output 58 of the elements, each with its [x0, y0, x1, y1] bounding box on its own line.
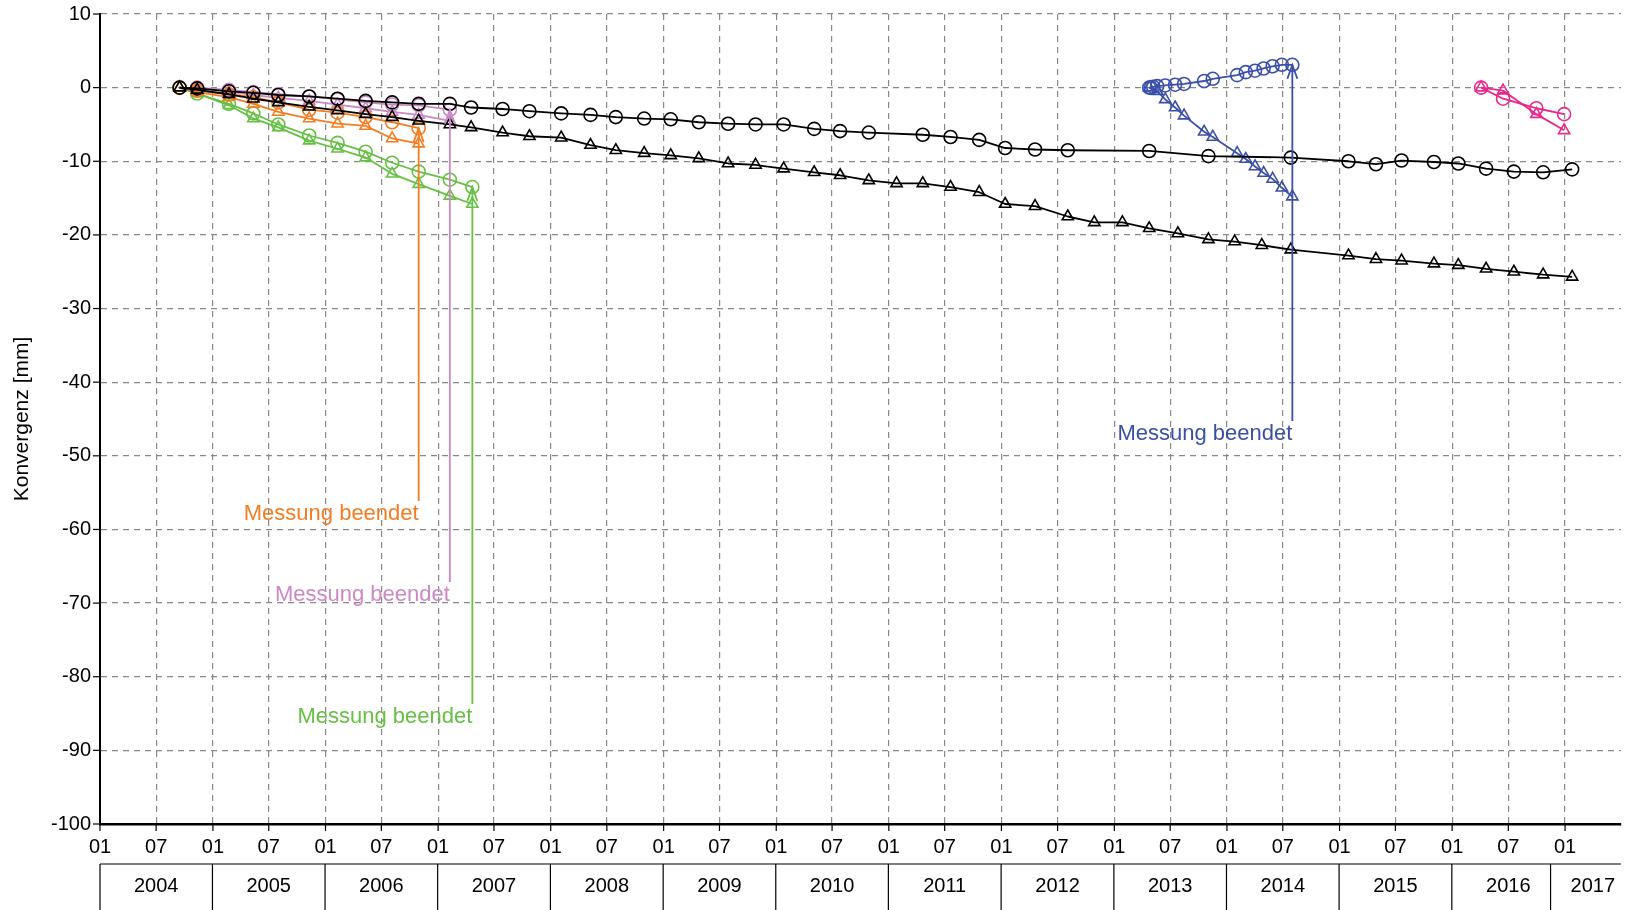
x-tick-label: 01	[1441, 834, 1464, 857]
x-tick-label: 07	[820, 834, 844, 857]
x-tick-label: 07	[257, 834, 280, 857]
x2-tick-label: 2014	[1260, 873, 1306, 896]
x-tick-label: 07	[370, 834, 393, 857]
x-tick-label: 07	[1159, 834, 1182, 857]
x2-tick-label: 2017	[1570, 873, 1616, 896]
x-tick-label: 01	[652, 834, 675, 857]
x-tick-label: 01	[1328, 834, 1351, 857]
x2-tick-label: 2007	[471, 873, 517, 896]
x-tick-label: 01	[1215, 834, 1239, 857]
y-tick-label: -90	[62, 737, 91, 760]
y-tick-label: -80	[62, 664, 91, 687]
x-tick-label: 07	[595, 834, 618, 857]
x-tick-label: 01	[201, 834, 225, 857]
x-tick-label: 07	[933, 834, 956, 857]
x-tick-label: 07	[708, 834, 731, 857]
y-tick-label: 10	[68, 1, 91, 24]
y-tick-label: -20	[62, 222, 91, 245]
x2-tick-label: 2012	[1035, 873, 1080, 896]
x-tick-label: 01	[1103, 834, 1126, 857]
x2-tick-label: 2010	[809, 873, 855, 896]
y-tick-label: -10	[62, 148, 91, 171]
x2-tick-label: 2005	[246, 873, 291, 896]
y-tick-label: -70	[62, 590, 91, 613]
annotation: Messung beendet	[1117, 420, 1293, 446]
x-tick-label: 07	[1384, 834, 1407, 857]
x-tick-label: 07	[1497, 834, 1520, 857]
annotation: Messung beendet	[297, 703, 473, 729]
y-tick-label: -100	[50, 811, 91, 834]
x-tick-label: 01	[1553, 834, 1577, 857]
annotation: Messung beendet	[274, 581, 450, 607]
x2-tick-label: 2016	[1486, 873, 1531, 896]
y-tick-label: -60	[62, 516, 91, 539]
y-axis-title: Konvergenz [mm]	[8, 336, 32, 502]
x2-tick-label: 2009	[697, 873, 742, 896]
x-tick-label: 07	[145, 834, 168, 857]
y-tick-label: -40	[62, 369, 91, 392]
x-tick-label: 01	[314, 834, 337, 857]
annotation: Messung beendet	[243, 500, 419, 526]
y-tick-label: -30	[62, 296, 91, 319]
y-tick-label: 0	[79, 75, 91, 98]
y-tick-label: -50	[62, 443, 91, 466]
x-tick-label: 07	[1046, 834, 1069, 857]
x-tick-label: 07	[482, 834, 506, 857]
x2-tick-label: 2013	[1147, 873, 1193, 896]
x-tick-label: 01	[88, 834, 112, 857]
x-tick-label: 01	[426, 834, 450, 857]
x-tick-label: 01	[990, 834, 1013, 857]
x2-tick-label: 2006	[359, 873, 404, 896]
x-tick-label: 01	[539, 834, 562, 857]
x2-tick-label: 2008	[584, 873, 630, 896]
x2-tick-label: 2004	[133, 873, 179, 896]
x-tick-label: 01	[877, 834, 900, 857]
x2-tick-label: 2015	[1373, 873, 1418, 896]
x2-tick-label: 2011	[923, 873, 967, 896]
x-tick-label: 01	[765, 834, 788, 857]
x-tick-label: 07	[1271, 834, 1294, 857]
